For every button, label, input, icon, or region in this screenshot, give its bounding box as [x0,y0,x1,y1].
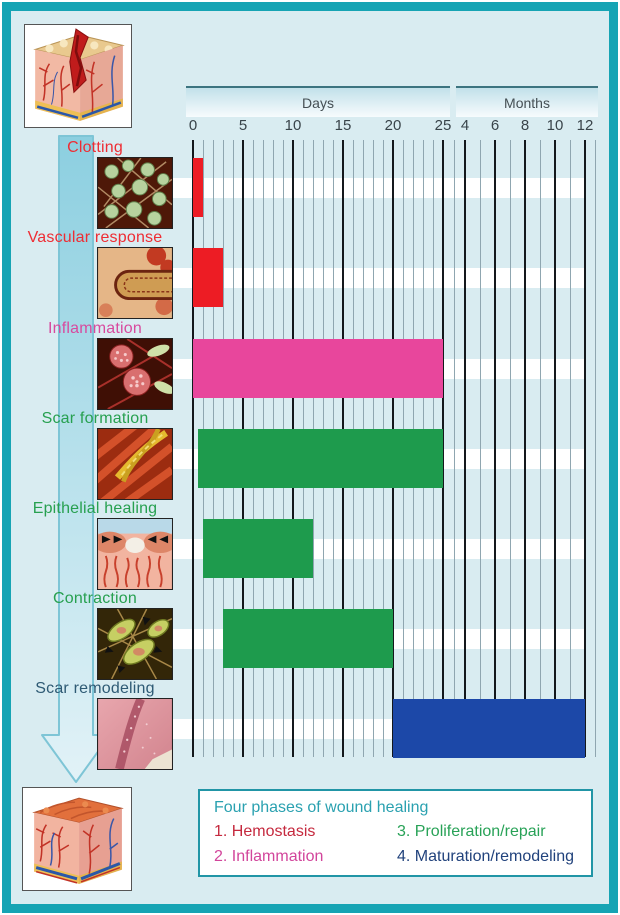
legend-item-hemostasis: 1. Hemostasis [214,823,316,840]
thumb-contraction-image [97,608,173,680]
thumb-epithelial-healing-image [97,518,173,590]
thumb-clotting-image [97,157,173,229]
legend-title: Four phases of wound healing [214,799,429,816]
row-label-scar-formation: Scar formation [41,410,149,427]
thumb-scar-remodeling-image [97,698,173,770]
legend-box: Four phases of wound healing 1. Hemostas… [198,789,593,877]
row-label-epithelial-healing: Epithelial healing [32,500,158,517]
days-axis-header: Days [186,86,450,117]
months-axis-label: Months [504,94,550,111]
row-label-contraction: Contraction [52,590,138,607]
days-axis-label: Days [302,94,334,111]
healed-skin-illustration [22,787,132,891]
thumb-vascular-response-image [97,247,173,319]
row-label-vascular-response: Vascular response [27,229,163,246]
row-label-inflammation: Inflammation [48,320,142,337]
thumb-scar-formation-image [97,428,173,500]
thumb-inflammation-image [97,338,173,410]
legend-item-maturation: 4. Maturation/remodeling [397,848,574,865]
row-label-clotting: Clotting [67,139,123,156]
legend-item-inflammation: 2. Inflammation [214,848,324,865]
timeline-down-arrow [41,135,111,783]
row-label-scar-remodeling: Scar remodeling [35,680,155,697]
months-axis-header: Months [456,86,598,117]
legend-item-proliferation: 3. Proliferation/repair [397,823,546,840]
wounded-skin-illustration [24,24,132,128]
